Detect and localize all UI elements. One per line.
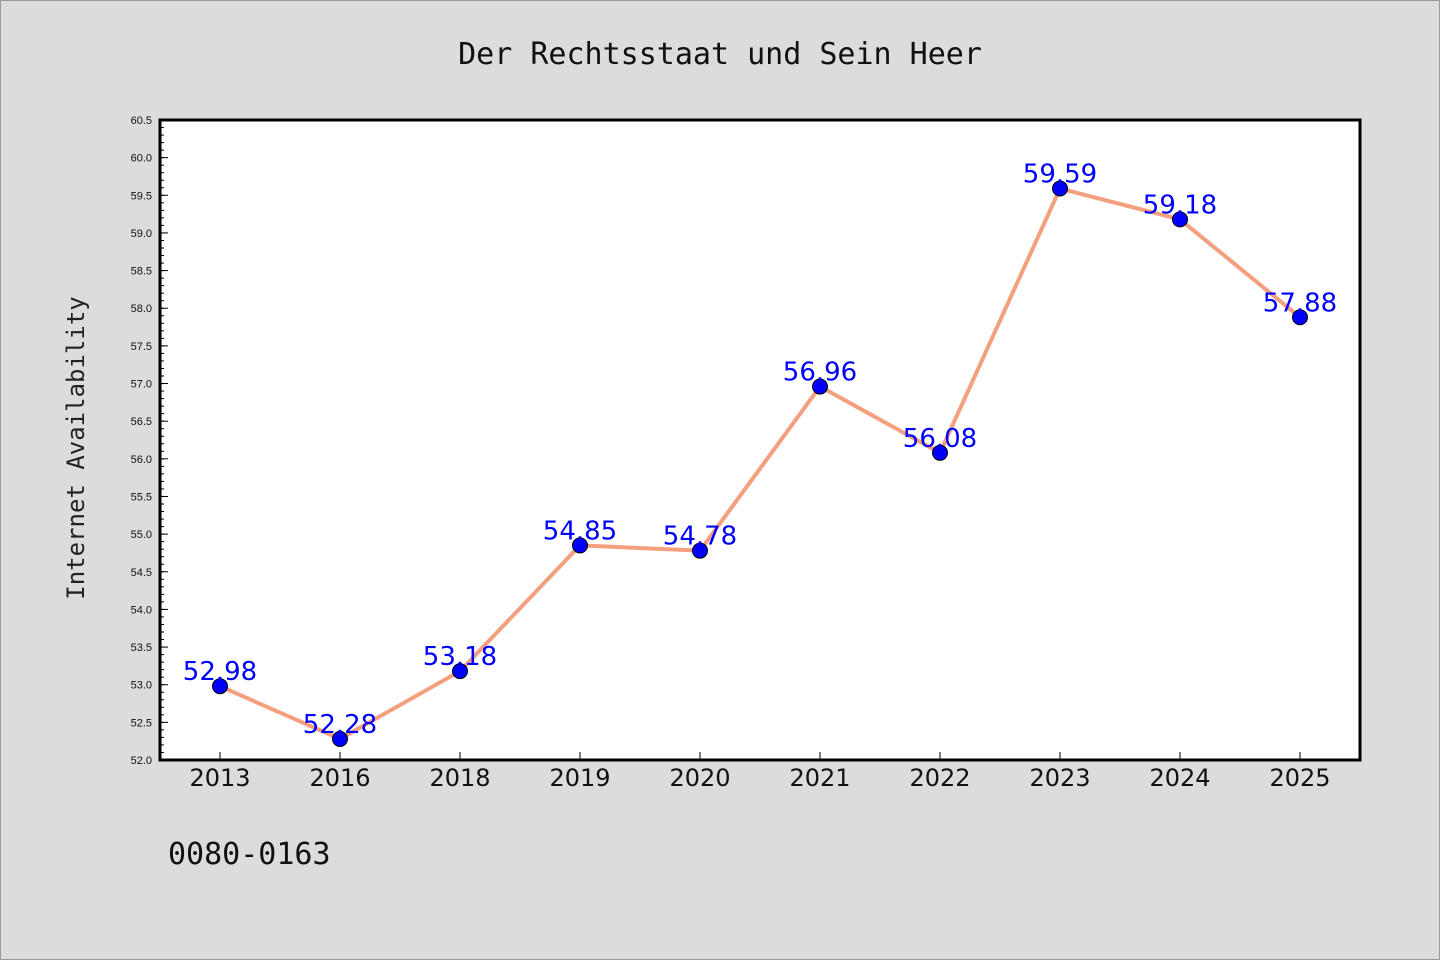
y-tick-label: 58.5 <box>131 266 152 278</box>
y-tick-label: 58.0 <box>131 303 152 315</box>
data-point <box>1292 309 1308 326</box>
y-tick-label: 53.0 <box>131 680 152 692</box>
data-labels: 52.98 52.28 53.18 54.85 54.78 56.96 56.08 59.59… <box>183 160 1337 740</box>
plot-frame <box>158 118 1362 762</box>
y-tick-label: 56.0 <box>131 454 152 466</box>
y-tick-label: 59.5 <box>131 190 152 202</box>
y-tick-label: 56.5 <box>131 416 152 428</box>
y-tick-label: 55.5 <box>131 491 152 503</box>
data-point <box>212 678 228 695</box>
y-tick-label: 57.0 <box>131 379 152 391</box>
y-tick-label: 60.0 <box>131 153 152 165</box>
footnote-code: 0080-0163 <box>168 837 331 872</box>
data-points <box>212 180 1308 747</box>
y-tick-label: 53.5 <box>131 642 152 654</box>
data-point <box>572 537 588 554</box>
data-point <box>1172 211 1188 228</box>
x-tick-label: 2024 <box>1149 764 1210 792</box>
data-label: 53.18 <box>423 642 497 672</box>
y-tick-label: 52.5 <box>131 717 152 729</box>
y-tick-label: 60.5 <box>131 115 152 127</box>
data-point <box>1052 180 1068 197</box>
y-tick-label: 54.0 <box>131 604 152 616</box>
x-tick-label: 2023 <box>1029 764 1090 792</box>
series-line-group <box>218 186 1302 741</box>
data-label: 52.28 <box>303 710 377 740</box>
x-tick-label: 2022 <box>909 764 970 792</box>
data-label: 59.59 <box>1023 160 1097 190</box>
x-tick-label: 2025 <box>1269 764 1330 792</box>
x-tick-label: 2021 <box>789 764 850 792</box>
series-line <box>218 186 1302 741</box>
plot-area <box>160 120 1360 760</box>
data-point <box>332 730 348 747</box>
data-label: 54.85 <box>543 516 617 546</box>
x-tick-label: 2013 <box>189 764 250 792</box>
data-point <box>812 378 828 395</box>
data-label: 56.08 <box>903 424 977 454</box>
y-tick-label: 57.5 <box>131 341 152 353</box>
data-label: 54.78 <box>663 522 737 552</box>
data-point <box>452 663 468 680</box>
y-tick-label: 52.0 <box>131 755 152 767</box>
y-tick-label: 59.0 <box>131 228 152 240</box>
data-label: 52.98 <box>183 657 257 687</box>
data-label: 59.18 <box>1143 190 1217 220</box>
x-tick-label: 2016 <box>309 764 370 792</box>
x-tick-label: 2020 <box>669 764 730 792</box>
y-axis: 52.0 52.5 53.0 53.5 54.0 54.5 55.0 55.5 56.0 56.5… <box>131 115 168 767</box>
x-tick-label: 2018 <box>429 764 490 792</box>
data-label: 57.88 <box>1263 288 1337 318</box>
chart-title: Der Rechtsstaat und Sein Heer <box>458 37 982 72</box>
y-tick-label: 55.0 <box>131 529 152 541</box>
data-point <box>692 542 708 559</box>
data-point <box>932 444 948 461</box>
y-tick-label: 54.5 <box>131 567 152 579</box>
data-label: 56.96 <box>783 358 857 388</box>
x-axis: 2013 2016 2018 2019 2020 2021 2022 2023 2024 2025 <box>189 752 1331 792</box>
y-axis-label: Internet Availability <box>62 296 90 599</box>
x-tick-label: 2019 <box>549 764 610 792</box>
